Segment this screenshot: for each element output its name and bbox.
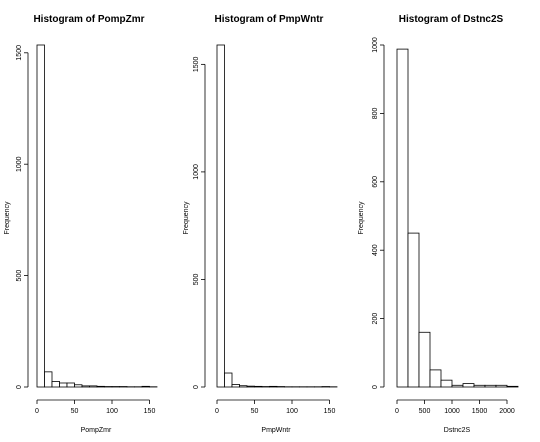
histogram-bar <box>506 385 519 388</box>
x-axis-label: PmpWntr <box>261 427 291 434</box>
y-axis: 0 200 400 600 800 1000 <box>372 37 385 389</box>
histogram-bar <box>231 384 240 388</box>
y-tick-label: 0 <box>16 385 23 389</box>
histogram-pompzmr: Histogram of PompZmr Frequency PompZmr 0… <box>4 14 158 434</box>
x-axis: 0 500 1000 1500 2000 <box>395 399 515 415</box>
y-tick-label: 1500 <box>193 56 200 72</box>
x-axis: 0 50 100 150 <box>215 399 336 415</box>
histogram-bar <box>59 382 68 388</box>
y-tick-label: 600 <box>372 176 379 188</box>
x-tick-label: 0 <box>215 408 219 415</box>
histogram-bar <box>74 384 83 388</box>
y-tick-label: 500 <box>193 274 200 286</box>
bars <box>396 48 519 388</box>
x-tick-label: 1500 <box>472 408 488 415</box>
histogram-bar <box>473 384 486 388</box>
histogram-bar <box>51 381 60 388</box>
y-tick-label: 200 <box>372 313 379 325</box>
histogram-bar <box>254 385 263 388</box>
histogram-bar <box>429 369 442 388</box>
histogram-bar <box>440 379 453 388</box>
y-tick-label: 1000 <box>16 156 23 172</box>
histogram-bar <box>81 385 90 388</box>
x-tick-label: 1000 <box>444 408 460 415</box>
y-axis-label: Frequency <box>4 201 11 235</box>
y-tick-label: 800 <box>372 107 379 119</box>
histogram-bar <box>484 384 497 388</box>
histogram-bar <box>495 384 508 388</box>
x-axis: 0 50 100 150 <box>35 399 156 415</box>
histogram-bar <box>44 371 53 388</box>
x-axis-label: PompZmr <box>81 427 112 434</box>
y-tick-label: 0 <box>372 385 379 389</box>
x-tick-label: 50 <box>71 408 79 415</box>
histogram-bar <box>418 331 431 388</box>
histogram-bar <box>239 385 248 388</box>
histogram-bar <box>66 382 75 388</box>
chart-title: Histogram of PmpWntr <box>215 14 324 25</box>
histogram-bar <box>96 385 105 388</box>
y-axis: 0 500 1000 1500 <box>16 45 29 389</box>
y-axis: 0 500 1000 1500 <box>193 56 206 389</box>
x-tick-label: 2000 <box>499 408 515 415</box>
y-axis-label: Frequency <box>358 201 365 235</box>
x-tick-label: 100 <box>106 408 118 415</box>
y-tick-label: 500 <box>16 270 23 282</box>
x-tick-label: 150 <box>324 408 336 415</box>
y-tick-label: 1500 <box>16 45 23 61</box>
histogram-bar <box>36 44 45 388</box>
histogram-bar <box>451 384 464 388</box>
x-tick-label: 150 <box>144 408 156 415</box>
x-tick-label: 500 <box>419 408 431 415</box>
histogram-bar <box>89 385 98 388</box>
histogram-bar <box>141 385 150 388</box>
histogram-bar <box>224 372 233 388</box>
histogram-dstnc2s: Histogram of Dstnc2S Frequency Dstnc2S 0… <box>358 14 519 434</box>
histogram-bar <box>407 232 420 388</box>
histogram-bar <box>246 385 255 388</box>
y-tick-label: 0 <box>193 385 200 389</box>
y-tick-label: 1000 <box>372 37 379 53</box>
bars <box>36 44 158 388</box>
y-tick-label: 400 <box>372 244 379 256</box>
x-tick-label: 0 <box>35 408 39 415</box>
chart-title: Histogram of PompZmr <box>33 14 144 25</box>
histogram-pmpwntr: Histogram of PmpWntr Frequency PmpWntr 0… <box>183 14 338 434</box>
x-tick-label: 50 <box>251 408 259 415</box>
chart-title: Histogram of Dstnc2S <box>399 14 504 25</box>
x-tick-label: 100 <box>286 408 298 415</box>
y-axis-label: Frequency <box>183 201 190 235</box>
histogram-bar <box>269 385 278 388</box>
x-tick-label: 0 <box>395 408 399 415</box>
histogram-bar <box>396 48 409 388</box>
y-tick-label: 1000 <box>193 164 200 180</box>
histogram-bar <box>216 44 225 388</box>
x-axis-label: Dstnc2S <box>444 427 471 434</box>
histogram-bar <box>462 383 475 388</box>
bars <box>216 44 338 388</box>
